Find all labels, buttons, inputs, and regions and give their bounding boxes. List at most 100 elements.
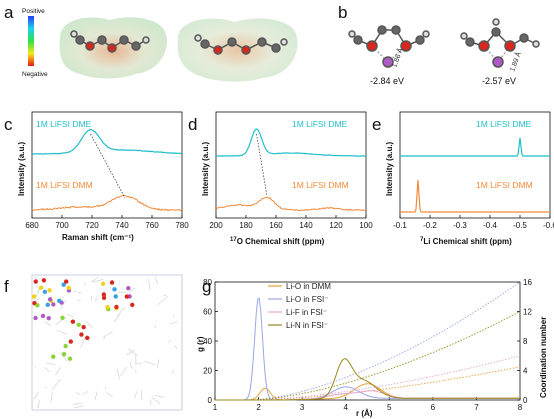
- scale-negative-label: Negative: [22, 71, 48, 78]
- xlabel-e-sup: 7: [420, 237, 424, 243]
- y2tick-label: 0: [523, 396, 528, 405]
- atom: [67, 356, 73, 361]
- panel-label-c: c: [4, 115, 13, 134]
- xtick-label: 100: [359, 221, 373, 230]
- solvent-bond: [60, 299, 66, 310]
- xticks-c: 680 700 720 740 760 780: [25, 215, 189, 230]
- solvent-bond: [95, 297, 97, 302]
- atom: [51, 302, 56, 307]
- solvent-bond: [80, 337, 86, 348]
- atom: [101, 292, 107, 297]
- atom: [41, 278, 47, 283]
- binding-energy-2: -2.57 eV: [482, 76, 516, 86]
- atom: [68, 339, 74, 344]
- ylabel-d: Intensity (a.u.): [201, 141, 210, 196]
- xlabel-d-text: O Chemical shift (ppm): [237, 237, 325, 246]
- xtick-label: 4: [343, 403, 348, 412]
- xlabel-e: 7Li Chemical shift (ppm): [420, 237, 512, 246]
- solvent-bond: [120, 366, 128, 377]
- series-line-e-dmm: [400, 179, 550, 213]
- xtick-label: 760: [145, 221, 159, 230]
- ytick-label: 40: [203, 337, 212, 346]
- solvent-bond: [106, 392, 113, 398]
- xtick-label: 160: [269, 221, 283, 230]
- solvent-bond: [116, 368, 120, 380]
- li-dmm-complex-model: [460, 18, 540, 68]
- atom: [63, 279, 69, 284]
- xtick-label: -0.2: [423, 221, 437, 230]
- atom: [114, 304, 119, 310]
- solvent-bond: [44, 367, 50, 372]
- solvent-bond: [45, 362, 56, 365]
- coordination-line-2: [215, 355, 521, 401]
- bond-length-2: 1.89 Å: [507, 50, 522, 72]
- xtick-label: 2: [256, 403, 261, 412]
- atom: [63, 343, 68, 349]
- ytick-label: 80: [203, 278, 212, 287]
- series-line-c-dme: [31, 128, 183, 155]
- xtick-label: 7: [474, 403, 479, 412]
- y2tick-label: 8: [523, 337, 528, 346]
- xtick-label: 120: [329, 221, 343, 230]
- atom: [61, 282, 66, 287]
- solvent-bond: [51, 379, 61, 391]
- solvent-bond: [173, 315, 175, 318]
- solvent-bond: [55, 367, 61, 376]
- solvent-bond: [134, 370, 137, 374]
- panel-a: a Positive Negative: [4, 3, 298, 82]
- atom: [109, 280, 115, 285]
- series-label-e-dmm: 1M LiFSI DMM: [476, 180, 533, 190]
- solvent-bond: [33, 276, 39, 280]
- xlabel-d-sup: 17: [230, 237, 237, 243]
- solvent-bond: [60, 352, 68, 362]
- binding-energy-1: -2.84 eV: [370, 76, 404, 86]
- solvent-bond: [35, 288, 40, 298]
- xticks-d: 200 180 160 140 120 100: [209, 215, 373, 230]
- y2tick-label: 4: [523, 367, 528, 376]
- atom: [31, 294, 37, 299]
- solvent-bond: [73, 290, 82, 294]
- atom: [130, 302, 135, 308]
- solvent-bond: [103, 335, 106, 340]
- xtick-label: -0.4: [483, 221, 497, 230]
- panel-label-e: e: [372, 115, 381, 134]
- panel-label-g: g: [202, 277, 211, 296]
- solvent-bond: [157, 296, 169, 306]
- atom: [51, 354, 56, 359]
- solvent-bond: [76, 299, 82, 302]
- xtick-label: 1: [213, 403, 218, 412]
- li-dme-complex-model: [348, 25, 430, 68]
- xlabel-g: r (Å): [356, 409, 373, 418]
- solvent-bond: [74, 405, 84, 409]
- solvent-bond: [136, 362, 143, 365]
- panel-d: d Intensity (a.u.) 17O Chemical shift (p…: [188, 111, 373, 246]
- solvent-bond: [37, 400, 41, 408]
- molecule-dme-model: [70, 30, 150, 53]
- ylabel-c: Intensity (a.u.): [17, 141, 26, 196]
- color-scale-bar: [28, 16, 34, 66]
- xtick-label: -0.5: [513, 221, 527, 230]
- solvent-bond: [83, 281, 86, 285]
- panel-f: f: [4, 274, 183, 411]
- solvent-bond: [94, 391, 98, 401]
- ylabel-g: g (r): [196, 336, 205, 352]
- ylabel-e: Intensity (a.u.): [385, 141, 394, 196]
- atom: [33, 315, 38, 321]
- solvent-bond: [174, 345, 178, 350]
- y2tick-label: 16: [523, 278, 532, 287]
- rdf-line-3: [215, 358, 520, 401]
- series-line-d-dmm: [215, 196, 367, 212]
- solvent-bond: [90, 276, 99, 283]
- series-label-d-dmm: 1M LiFSI DMM: [292, 180, 349, 190]
- solvent-bond: [116, 307, 126, 318]
- xtick-label: 6: [431, 403, 436, 412]
- rdf-series: [215, 281, 521, 401]
- legend-lio-fsi: Li-O in FSI⁻: [286, 295, 328, 304]
- solvent-bond: [134, 391, 138, 399]
- atom: [40, 313, 46, 319]
- solvent-bond: [148, 278, 151, 290]
- solvent-bond: [128, 287, 136, 293]
- y2label-g: Coordination number: [539, 317, 548, 398]
